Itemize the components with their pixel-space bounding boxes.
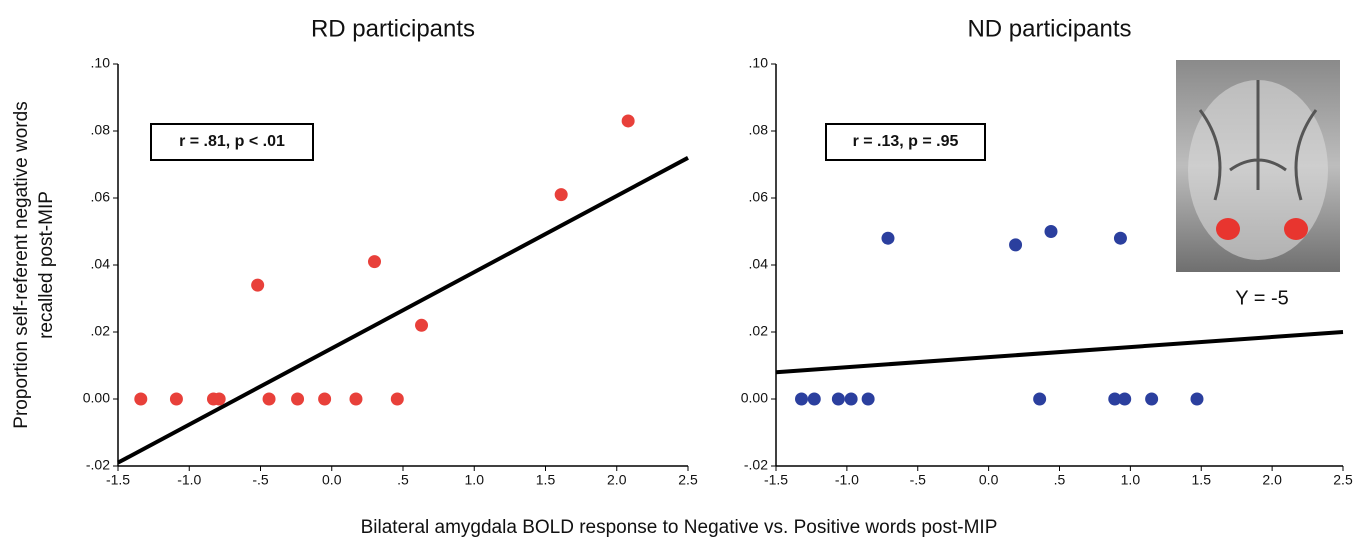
y-tick-label: .08 [749, 122, 769, 138]
y-tick-label: .06 [749, 189, 769, 205]
x-tick-label: 2.5 [678, 472, 698, 488]
x-tick-label: 1.5 [536, 472, 556, 488]
data-point [262, 392, 276, 406]
data-point [807, 392, 821, 406]
data-point [415, 318, 429, 332]
x-tick-label: 2.5 [1333, 472, 1353, 488]
x-tick-label: .5 [397, 472, 409, 488]
regression-line [117, 156, 689, 465]
y-tick-label: .08 [91, 122, 111, 138]
x-axis-label: Bilateral amygdala BOLD response to Nega… [361, 517, 998, 538]
data-point [1033, 392, 1047, 406]
data-point [1118, 392, 1132, 406]
y-tick-label: 0.00 [83, 390, 110, 406]
y-tick-label: -.02 [744, 457, 768, 473]
data-point [291, 392, 305, 406]
x-tick-label: .5 [1054, 472, 1066, 488]
data-point [554, 188, 568, 202]
data-point [881, 231, 895, 245]
x-tick-label: -1.0 [835, 472, 859, 488]
y-tick-label: .10 [749, 55, 769, 71]
data-point [1145, 392, 1159, 406]
x-tick-label: 1.0 [1121, 472, 1141, 488]
data-point [251, 278, 265, 292]
data-point [1044, 225, 1058, 238]
y-tick-label: .04 [749, 256, 769, 272]
y-tick-label: .10 [91, 55, 111, 71]
y-axis-label: Proportion self-referent negative words [11, 101, 32, 428]
data-point [861, 392, 875, 406]
x-tick-label: -1.5 [106, 472, 130, 488]
x-tick-label: 1.0 [465, 472, 485, 488]
y-tick-label: .02 [91, 323, 111, 339]
y-axis-label: recalled post-MIP [36, 191, 57, 339]
y-tick-label: -.02 [86, 457, 110, 473]
annotation: r = .13, p = .95 [853, 133, 959, 150]
amygdala-right [1284, 218, 1308, 240]
x-tick-label: 0.0 [979, 472, 999, 488]
x-tick-label: -1.5 [764, 472, 788, 488]
annotation-box [825, 123, 986, 161]
data-point [831, 392, 845, 406]
data-point [844, 392, 858, 406]
x-tick-label: 1.5 [1192, 472, 1212, 488]
data-point [1190, 392, 1204, 406]
data-point [795, 392, 809, 406]
data-point [1113, 231, 1127, 245]
y-tick-label: 0.00 [741, 390, 768, 406]
x-tick-label: 2.0 [1262, 472, 1282, 488]
data-point [169, 392, 183, 406]
inset-label: Y = -5 [1235, 287, 1289, 309]
data-point [349, 392, 363, 406]
data-point [1009, 238, 1023, 252]
data-point [368, 255, 381, 269]
annotation: r = .81, p < .01 [179, 133, 285, 150]
y-tick-label: .06 [91, 189, 111, 205]
data-point [1108, 392, 1122, 406]
data-point [390, 392, 404, 406]
y-tick-label: .02 [749, 323, 769, 339]
x-tick-label: 2.0 [607, 472, 627, 488]
x-tick-label: 0.0 [322, 472, 342, 488]
data-point [212, 392, 226, 406]
data-point [621, 114, 635, 128]
regression-line [775, 330, 1344, 375]
amygdala-left [1216, 218, 1240, 240]
data-point [318, 392, 332, 406]
x-tick-label: -.5 [910, 472, 927, 488]
chart-title: ND participants [967, 15, 1131, 42]
x-tick-label: -1.0 [177, 472, 201, 488]
annotation-box [150, 123, 314, 161]
data-point [134, 392, 148, 406]
x-tick-label: -.5 [252, 472, 269, 488]
y-tick-label: .04 [91, 256, 111, 272]
chart-title: RD participants [311, 15, 475, 42]
brain-folds [1198, 80, 1318, 201]
brain-inset [1176, 60, 1340, 272]
